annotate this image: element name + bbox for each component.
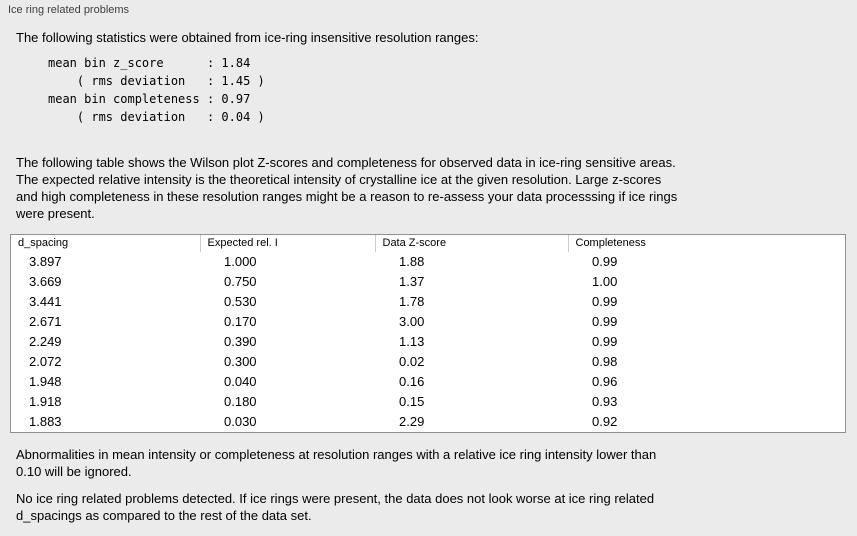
table-cell: 0.530 xyxy=(224,294,257,309)
summary-section: Abnormalities in mean intensity or compl… xyxy=(0,446,857,524)
table-row[interactable]: 2.249 0.390 1.13 0.99 xyxy=(11,332,845,352)
table-cell: 3.00 xyxy=(399,314,425,329)
table-cell: 2.29 xyxy=(399,414,425,429)
stats-block: mean bin z_score : 1.84 ( rms deviation … xyxy=(48,56,265,124)
table-cell: 3.669 xyxy=(29,274,62,289)
table-row[interactable]: 2.671 0.170 3.00 0.99 xyxy=(11,312,845,332)
table-description: The following table shows the Wilson plo… xyxy=(16,155,678,221)
intro-text: The following statistics were obtained f… xyxy=(16,30,479,45)
table-row[interactable]: 3.441 0.530 1.78 0.99 xyxy=(11,292,845,312)
column-header-expected-rel-i[interactable]: Expected rel. I xyxy=(200,235,376,252)
table-cell: 0.180 xyxy=(224,394,257,409)
table-row[interactable]: 3.669 0.750 1.37 1.00 xyxy=(11,272,845,292)
ice-ring-table-grid: d_spacing Expected rel. I Data Z-score C… xyxy=(11,235,845,432)
table-cell: 0.98 xyxy=(592,354,618,369)
table-cell: 0.750 xyxy=(224,274,257,289)
table-cell: 1.78 xyxy=(399,294,425,309)
table-cell: 0.15 xyxy=(399,394,425,409)
table-cell: 1.88 xyxy=(399,254,425,269)
table-cell: 0.99 xyxy=(592,334,618,349)
table-cell: 0.16 xyxy=(399,374,425,389)
table-cell: 0.96 xyxy=(592,374,618,389)
table-cell: 0.300 xyxy=(224,354,257,369)
table-cell: 3.441 xyxy=(29,294,62,309)
table-cell: 0.99 xyxy=(592,254,618,269)
table-header-row: d_spacing Expected rel. I Data Z-score C… xyxy=(11,235,845,252)
table-cell: 1.00 xyxy=(592,274,618,289)
column-header-completeness[interactable]: Completeness xyxy=(575,237,646,249)
table-cell: 3.897 xyxy=(29,254,62,269)
table-cell: 1.13 xyxy=(399,334,425,349)
table-cell: 1.883 xyxy=(29,414,62,429)
table-cell: 1.948 xyxy=(29,374,62,389)
table-cell: 0.390 xyxy=(224,334,257,349)
table-row[interactable]: 1.948 0.040 0.16 0.96 xyxy=(11,372,845,392)
table-cell: 0.99 xyxy=(592,294,618,309)
table-row[interactable]: 1.918 0.180 0.15 0.93 xyxy=(11,392,845,412)
table-cell: 0.02 xyxy=(399,354,425,369)
table-cell: 1.37 xyxy=(399,274,425,289)
table-cell: 1.918 xyxy=(29,394,62,409)
table-cell: 2.072 xyxy=(29,354,62,369)
table-row[interactable]: 1.883 0.030 2.29 0.92 xyxy=(11,412,845,432)
panel-title: Ice ring related problems xyxy=(8,4,130,16)
table-cell: 0.92 xyxy=(592,414,618,429)
stats-section: The following statistics were obtained f… xyxy=(0,29,857,222)
table-row[interactable]: 2.072 0.300 0.02 0.98 xyxy=(11,352,845,372)
ice-ring-table: d_spacing Expected rel. I Data Z-score C… xyxy=(10,234,846,433)
table-cell: 0.040 xyxy=(224,374,257,389)
ice-table-body: 3.897 1.000 1.88 0.99 3.669 0.750 1.37 1.00 3.44… xyxy=(11,252,845,432)
table-cell: 0.170 xyxy=(224,314,257,329)
table-cell: 1.000 xyxy=(224,254,257,269)
table-cell: 2.671 xyxy=(29,314,62,329)
table-cell: 0.93 xyxy=(592,394,618,409)
ignore-note-text: Abnormalities in mean intensity or compl… xyxy=(16,447,657,479)
table-cell: 2.249 xyxy=(29,334,62,349)
table-cell: 0.030 xyxy=(224,414,257,429)
column-header-data-z-score[interactable]: Data Z-score xyxy=(375,235,569,252)
conclusion-text: No ice ring related problems detected. I… xyxy=(16,491,655,523)
table-row[interactable]: 3.897 1.000 1.88 0.99 xyxy=(11,252,845,272)
table-cell: 0.99 xyxy=(592,314,618,329)
column-header-d-spacing[interactable]: d_spacing xyxy=(11,235,201,252)
